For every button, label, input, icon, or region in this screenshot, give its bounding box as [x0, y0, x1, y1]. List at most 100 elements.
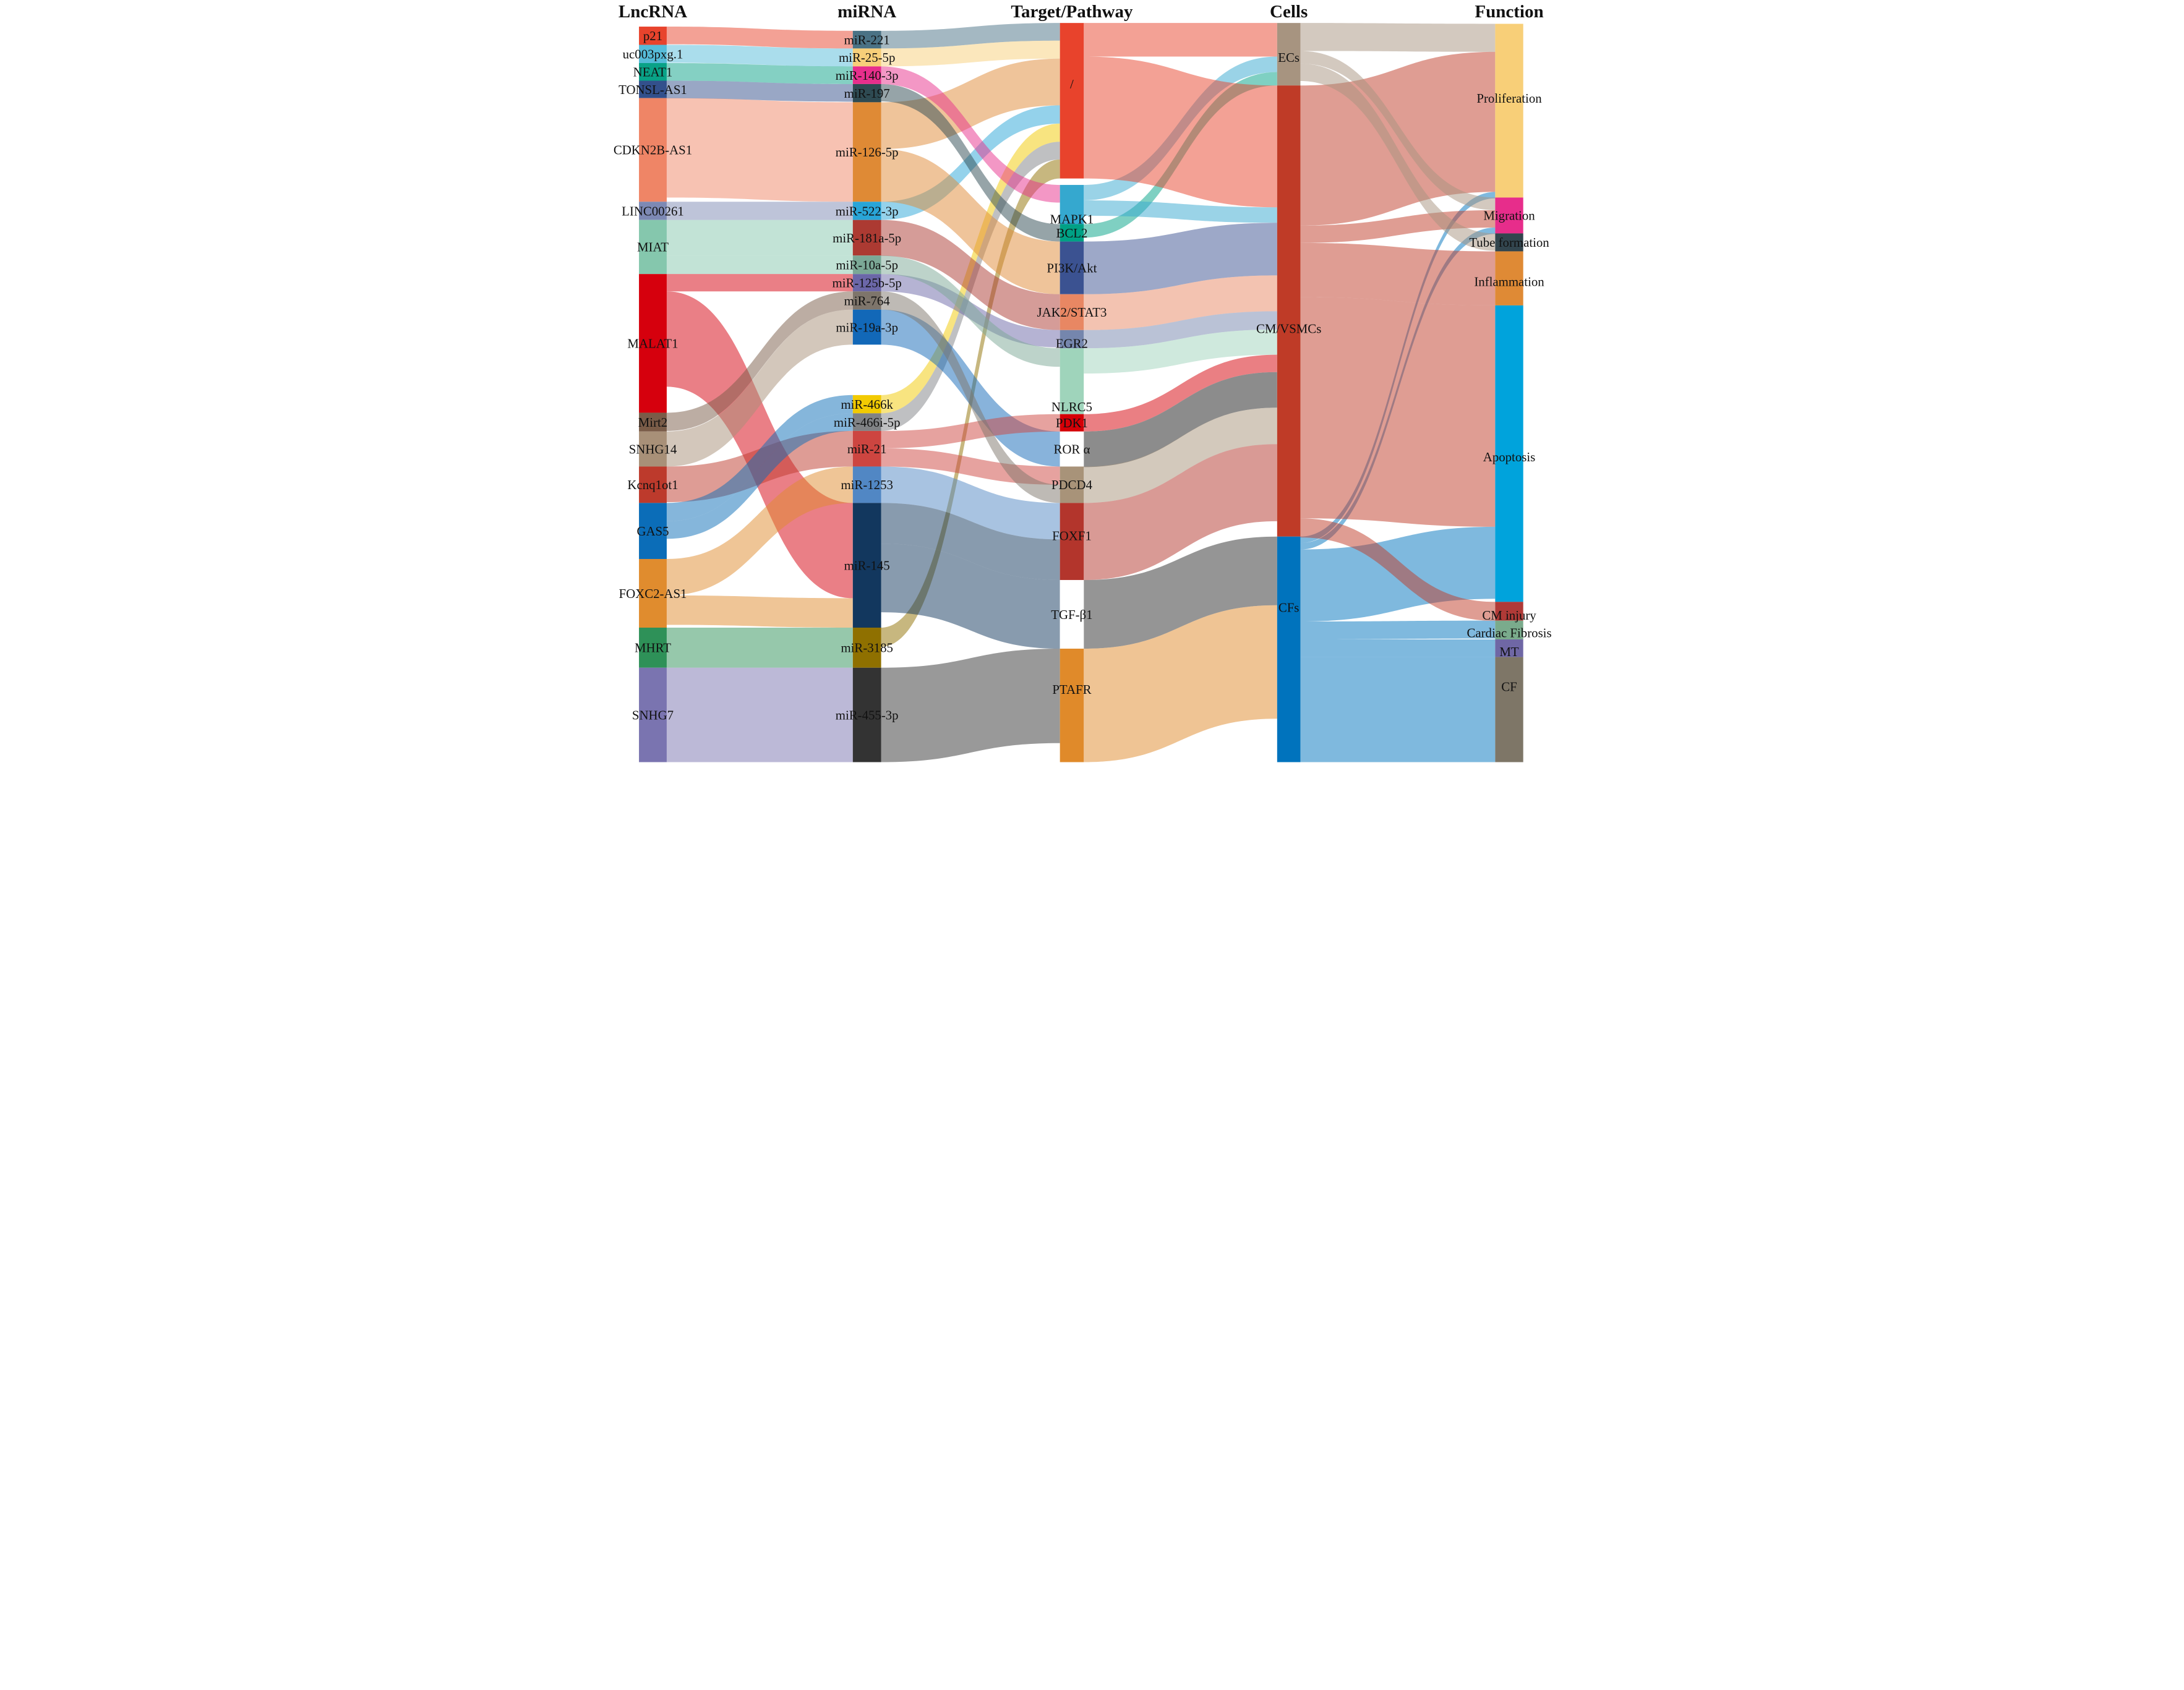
sankey-link-mir-455-3p-to-ptafr	[881, 648, 1060, 762]
sankey-node-ror	[1060, 431, 1084, 467]
column-header-target: Target/Pathway	[1011, 2, 1133, 22]
sankey-node-tgf-1	[1060, 579, 1084, 649]
sankey-link-mapk1-to-cm-vsmcs	[1083, 200, 1277, 223]
sankey-node-label-pi3k-akt: PI3K/Akt	[1047, 260, 1097, 275]
sankey-link-snhg14-to-mir-19a-3p	[666, 309, 853, 467]
sankey-node-label-gas5: GAS5	[636, 524, 669, 539]
sankey-node-label-mir-466i-5p: miR-466i-5p	[833, 415, 900, 430]
sankey-node-foxc2-as1	[638, 558, 667, 628]
sankey-node-neat1	[638, 62, 667, 81]
sankey-link-mir-764-to-pdcd4	[881, 291, 1060, 503]
sankey-node-cardiac-fibrosis	[1494, 620, 1523, 640]
sankey-node-cfs	[1277, 536, 1300, 762]
sankey-link-uc003pxg-1-to-mir-25-5p	[666, 45, 853, 67]
sankey-node-label-mt: MT	[1499, 644, 1519, 659]
sankey-node-mir-181a-5p	[852, 220, 881, 256]
sankey-node-mir-3185	[852, 628, 881, 668]
sankey-node-mir-25-5p	[852, 48, 881, 67]
sankey-node-apoptosis	[1494, 305, 1523, 602]
sankey-link-mir-25-5p-to-	[881, 40, 1060, 67]
sankey-link--to-cm-vsmcs	[1083, 56, 1277, 208]
sankey-node-mir-466k	[852, 395, 881, 414]
sankey-node-label-tgf-1: TGF-β1	[1051, 607, 1092, 622]
sankey-node-label-cm-injury: CM injury	[1482, 608, 1536, 623]
sankey-node-mir-19a-3p	[852, 309, 881, 345]
sankey-node-snhg7	[638, 667, 667, 762]
sankey-node-tube-formation	[1494, 233, 1523, 252]
sankey-link-malat1-to-mir-145	[666, 291, 853, 599]
sankey-node-ptafr	[1060, 648, 1084, 762]
sankey-node-cf	[1494, 657, 1523, 762]
sankey-node-migration	[1494, 197, 1523, 234]
sankey-node-label-neat1: NEAT1	[633, 65, 672, 80]
sankey-link-miat-to-mir-181a-5p	[666, 220, 853, 256]
sankey-node-label-mirt2: Mirt2	[638, 415, 667, 430]
sankey-link-nlrc5-to-cm-vsmcs	[1083, 329, 1277, 374]
sankey-node-label-cfs: CFs	[1278, 600, 1299, 615]
sankey-link-pdk1-to-cm-vsmcs	[1083, 354, 1277, 432]
sankey-link-ecs-to-proliferation	[1300, 23, 1495, 52]
sankey-link-cfs-to-cf	[1300, 657, 1495, 762]
sankey-link-miat-to-mir-10a-5p	[666, 255, 853, 275]
sankey-link-cfs-to-cardiac-fibrosis	[1300, 620, 1495, 640]
sankey-node-label-mir-221: miR-221	[844, 32, 889, 47]
sankey-node-miat	[638, 220, 667, 275]
sankey-link-ecs-to-tube-formation	[1300, 63, 1495, 251]
sankey-node-label-pdcd4: PDCD4	[1051, 477, 1092, 492]
sankey-node-label-uc003pxg-1: uc003pxg.1	[622, 47, 683, 62]
sankey-node-label-bcl2: BCL2	[1056, 226, 1087, 241]
sankey-node-proliferation	[1494, 23, 1523, 198]
sankey-node-label-mir-145: miR-145	[844, 558, 889, 573]
sankey-node-mir-466i-5p	[852, 413, 881, 431]
sankey-node-pdcd4	[1060, 466, 1084, 503]
headers-layer: LncRNA miRNA Target/Pathway Cells Function	[618, 2, 1543, 22]
sankey-node-nlrc5	[1060, 348, 1084, 414]
sankey-link-mir-145-to-foxf1	[881, 503, 1060, 580]
sankey-node-label-mir-3185: miR-3185	[841, 641, 893, 655]
sankey-link-mir-181a-5p-to-jak2-stat3	[881, 220, 1060, 330]
sankey-link-p21-to-mir-221	[666, 27, 853, 49]
sankey-node-label-mir-466k: miR-466k	[841, 397, 893, 412]
sankey-link-jak2-stat3-to-cm-vsmcs	[1083, 275, 1277, 330]
sankey-node-label-mir-455-3p: miR-455-3p	[835, 707, 898, 722]
sankey-node-jak2-stat3	[1060, 294, 1084, 330]
sankey-node-label-nlrc5: NLRC5	[1051, 399, 1092, 414]
sankey-node-mir-1253	[852, 466, 881, 503]
sankey-node-tonsl-as1	[638, 80, 667, 98]
sankey-node-malat1	[638, 274, 667, 413]
sankey-node-egr2	[1060, 330, 1084, 349]
sankey-node-label-inflammation: Inflammation	[1474, 275, 1544, 289]
sankey-node-label-mir-181a-5p: miR-181a-5p	[833, 231, 901, 245]
sankey-node-label-cdkn2b-as1: CDKN2B-AS1	[613, 143, 692, 158]
sankey-node-mir-140-3p	[852, 66, 881, 84]
sankey-node-p21	[638, 27, 667, 45]
sankey-node-mir-197	[852, 83, 881, 103]
sankey-node-label-jak2-stat3: JAK2/STAT3	[1037, 305, 1107, 320]
sankey-node-label-ror: ROR α	[1053, 442, 1090, 456]
sankey-node-label-egr2: EGR2	[1055, 336, 1087, 351]
sankey-node-mapk1	[1060, 185, 1084, 224]
sankey-node-label-ptafr: PTAFR	[1052, 682, 1091, 697]
sankey-node-cdkn2b-as1	[638, 98, 667, 202]
sankey-node-label-foxf1: FOXF1	[1052, 529, 1092, 544]
sankey-link-egr2-to-cm-vsmcs	[1083, 311, 1277, 349]
sankey-link-mir-197-to-bcl2	[881, 83, 1060, 242]
sankey-node-bcl2	[1060, 224, 1084, 242]
column-header-mirna: miRNA	[837, 2, 896, 22]
sankey-canvas: p21 uc003pxg.1 NEAT1 TONSL-AS1 CDKN2B-AS1 LIN…	[597, 0, 1587, 766]
sankey-node-inflammation	[1494, 251, 1523, 305]
sankey-link-foxc2-as1-to-mir-1253	[666, 466, 853, 595]
sankey-link-cm-vsmcs-to-inflammation	[1300, 242, 1495, 305]
sankey-node-label-tube-formation: Tube formation	[1469, 235, 1549, 250]
column-header-cells: Cells	[1270, 2, 1308, 22]
sankey-node-pi3k-akt	[1060, 241, 1084, 294]
sankey-node-label-mir-21: miR-21	[847, 442, 886, 456]
sankey-node-label-snhg14: SNHG14	[628, 442, 677, 456]
sankey-node-gas5	[638, 503, 667, 559]
sankey-link-mir-221-to-	[881, 23, 1060, 49]
sankey-node-label-tonsl-as1: TONSL-AS1	[619, 82, 687, 97]
sankey-node-label-mir-522-3p: miR-522-3p	[835, 203, 898, 218]
sankey-link-mir-126-5p-to-pi3k-akt	[881, 149, 1060, 294]
sankey-link-mhrt-to-mir-3185	[666, 628, 853, 668]
sankey-node-label-ecs: ECs	[1278, 50, 1300, 65]
